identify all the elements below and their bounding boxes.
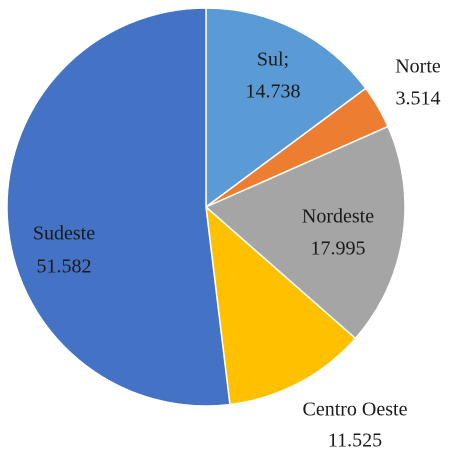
slice-label: Sudeste bbox=[33, 223, 95, 245]
pie-slice bbox=[6, 7, 231, 407]
pie-slice bbox=[204, 125, 406, 340]
pie-slice bbox=[205, 7, 367, 209]
slice-label: Sul; bbox=[257, 49, 289, 71]
slice-value: 11.525 bbox=[328, 430, 382, 452]
slice-value: 3.514 bbox=[396, 88, 441, 110]
slice-label: Centro Oeste bbox=[303, 399, 408, 421]
slice-label: Norte bbox=[395, 56, 441, 78]
slice-value: 51.582 bbox=[37, 256, 92, 278]
slice-label: Nordeste bbox=[302, 206, 374, 228]
slice-value: 17.995 bbox=[311, 238, 366, 260]
slice-value: 14.738 bbox=[246, 81, 301, 103]
pie-slice bbox=[205, 205, 357, 406]
